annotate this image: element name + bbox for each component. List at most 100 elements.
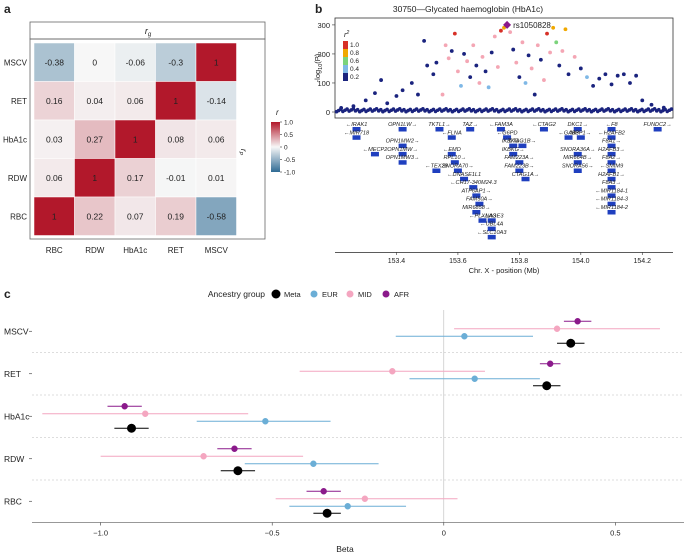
regional-point <box>538 57 543 62</box>
regional-point <box>446 56 451 61</box>
gene-block <box>496 127 505 132</box>
heatmap-cell-value: 0.08 <box>167 134 184 144</box>
gene-block <box>447 135 456 140</box>
ld-legend-label: 0.6 <box>350 58 359 65</box>
gene-label: H2AFB3→ <box>598 147 625 153</box>
forest-point-eur <box>262 418 269 425</box>
regional-point <box>634 73 639 78</box>
regional-point <box>508 30 513 35</box>
regional-point <box>529 66 534 71</box>
forest-row-label: HbA1c <box>4 411 30 421</box>
heatmap-cell-value: 0.16 <box>46 96 63 106</box>
heatmap-cell <box>74 81 116 121</box>
heatmap-cell <box>155 42 197 82</box>
regional-point <box>440 92 445 97</box>
regional-point <box>640 98 645 103</box>
forest-point-meta <box>322 508 332 518</box>
lead-snp-marker <box>503 20 512 29</box>
gene-label: TKTL1→ <box>428 122 450 128</box>
colorbar-tick-label: 1.0 <box>284 120 293 127</box>
heatmap-col-label: RBC <box>46 246 63 255</box>
gene-block <box>653 127 662 132</box>
regional-point <box>603 72 608 77</box>
forest-legend-marker <box>310 290 318 298</box>
gene-block <box>515 160 524 165</box>
ld-legend-label: 0.8 <box>350 50 359 57</box>
gene-label: ←EMD <box>443 147 461 153</box>
gene-label: OPN1LW→ <box>388 122 417 128</box>
gene-block <box>607 210 616 215</box>
lead-snp-label: rs1050828 <box>513 21 551 30</box>
regional-point <box>385 101 390 106</box>
regional-x-tick-label: 154.2 <box>634 258 652 265</box>
gene-label: ←IRAK1 <box>346 122 368 128</box>
gene-label: ←CTAG2 <box>532 122 557 128</box>
heatmap-col-label: HbA1c <box>123 246 147 255</box>
gene-block <box>607 151 616 157</box>
colorbar <box>271 122 280 172</box>
forest-legend-marker <box>271 289 281 299</box>
gene-block <box>352 135 361 140</box>
heatmap-cell <box>114 119 156 159</box>
forest-marks <box>42 318 660 518</box>
gene-label: SNORA36A→ <box>560 147 595 153</box>
heatmap-cell-value: -0.06 <box>126 57 146 67</box>
gene-block <box>518 143 527 149</box>
panel-a-letter: a <box>4 2 11 16</box>
regional-point <box>456 69 460 74</box>
forest-x-tick-label: −0.5 <box>265 529 280 538</box>
heatmap-cell-value: 0.01 <box>208 173 225 183</box>
regional-point <box>609 82 614 87</box>
heatmap-row-labels: MSCV RET HbA1c RDW RBC <box>3 58 28 221</box>
gene-label: F8A2→ <box>602 155 621 161</box>
regional-point <box>566 72 571 77</box>
gene-label: ←MIR1184-3 <box>595 197 629 203</box>
regional-point <box>409 81 414 85</box>
regional-point <box>615 73 620 78</box>
heatmap-cell-value: 0.27 <box>86 134 103 144</box>
gene-block <box>352 127 361 132</box>
baseline-point <box>669 107 674 111</box>
gene-label: ←G6PD <box>497 130 518 136</box>
heatmap-right-label: rP <box>237 149 248 156</box>
regional-points <box>339 25 666 110</box>
heatmap-cell-value: 0.06 <box>208 134 225 144</box>
heatmap-cell-value: 0 <box>92 57 97 67</box>
regional-point <box>535 43 540 48</box>
gene-label: ←MIR718 <box>344 130 370 136</box>
heatmap-frame <box>29 38 266 240</box>
heatmap-cell-value: 1 <box>173 96 178 106</box>
heatmap-cell <box>33 158 75 198</box>
regional-ylabel: -log10(P) <box>313 53 324 82</box>
forest-row-label: RET <box>4 369 21 379</box>
gene-block <box>475 201 484 207</box>
regional-point <box>502 25 506 30</box>
gene-label: H2AFB1→ <box>598 172 625 178</box>
heatmap-row-label: RDW <box>8 174 28 183</box>
forest-point-mid <box>142 410 149 417</box>
gene-label: ←FAM3A <box>489 122 513 128</box>
regional-point <box>416 92 420 97</box>
forest-point-afr <box>546 360 554 367</box>
regional-point <box>511 47 516 52</box>
heatmap-title: rg <box>145 26 152 38</box>
forest-point-mid <box>200 453 207 460</box>
regional-point <box>649 102 654 107</box>
regional-point <box>514 60 519 65</box>
gene-label: ←H2AFB2 <box>598 130 626 136</box>
regional-point <box>425 63 430 68</box>
gene-label: IKBKG→ <box>502 147 525 153</box>
regional-y-tick-label: 0 <box>326 108 330 117</box>
gene-block <box>607 201 616 207</box>
gene-label: OPN1MW→ <box>387 147 418 153</box>
heatmap-cell-value: -0.3 <box>168 57 183 67</box>
regional-point <box>554 40 559 45</box>
gene-block <box>398 151 407 157</box>
ld-legend-label: 1.0 <box>350 42 359 49</box>
heatmap-row-label: RET <box>11 97 27 106</box>
gene-block <box>607 185 616 190</box>
forest-point-meta <box>566 338 576 348</box>
panel-c-letter: c <box>4 287 11 301</box>
regional-point <box>480 54 485 59</box>
gene-block <box>573 151 582 157</box>
